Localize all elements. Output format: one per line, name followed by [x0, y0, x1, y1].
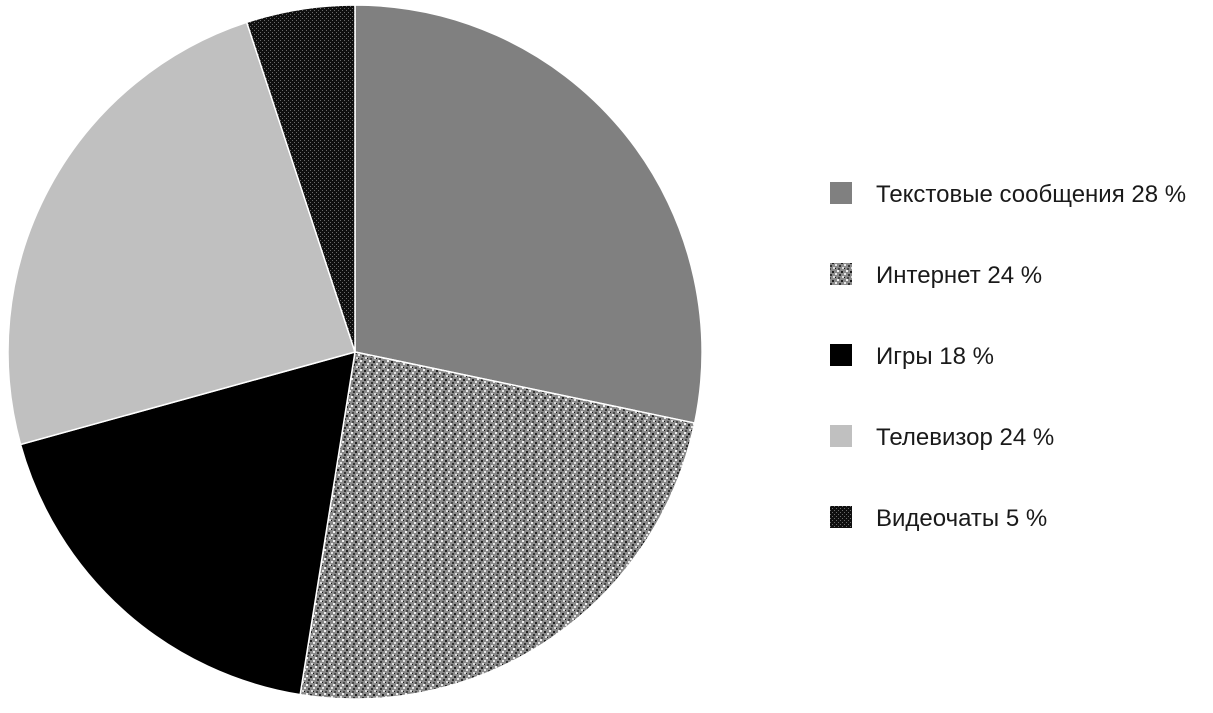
pie-slices — [7, 4, 703, 700]
legend-label: Видеочаты 5 % — [876, 505, 1047, 532]
legend-item-5: Видеочаты 5 % — [830, 505, 1047, 532]
legend-label: Интернет 24 % — [876, 262, 1042, 289]
pie-slice-5 — [245, 4, 356, 353]
legend-item-4: Телевизор 24 % — [830, 424, 1054, 451]
legend-label: Текстовые сообщения 28 % — [876, 181, 1186, 208]
legend-swatch — [830, 425, 852, 447]
legend-label: Игры 18 % — [876, 343, 994, 370]
pie-slice-4 — [7, 21, 356, 446]
legend-item-3: Игры 18 % — [830, 343, 994, 370]
legend-swatch — [830, 506, 852, 528]
legend-item-1: Текстовые сообщения 28 % — [830, 181, 1186, 208]
legend-swatch — [830, 182, 852, 204]
legend-swatch — [830, 344, 852, 366]
pie-slice-1 — [354, 4, 703, 424]
legend-swatch — [830, 263, 852, 285]
pie-slice-2 — [299, 351, 696, 700]
legend: Текстовые сообщения 28 % Интернет 24 % Игр… — [830, 181, 1186, 532]
legend-item-2: Интернет 24 % — [830, 262, 1042, 289]
legend-label: Телевизор 24 % — [876, 424, 1054, 451]
pie-slice-3 — [19, 350, 356, 696]
